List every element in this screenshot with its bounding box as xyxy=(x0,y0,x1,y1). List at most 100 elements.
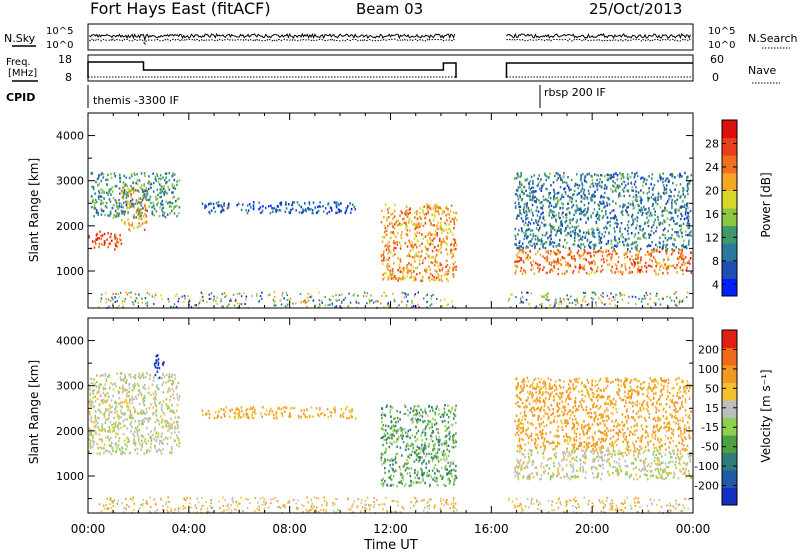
data-pixel-5 xyxy=(537,266,539,269)
ground-scatter-pixel xyxy=(261,291,263,294)
data-pixel-2 xyxy=(150,186,152,189)
ground-scatter-pixel xyxy=(559,297,561,300)
data-pixel-6 xyxy=(606,185,608,189)
data-pixel-4 xyxy=(440,274,443,278)
freq-left-tick-bottom: 8 xyxy=(65,71,72,84)
data-pixel-5 xyxy=(520,266,523,270)
data-pixel-6 xyxy=(618,192,621,195)
data-pixel-4 xyxy=(406,265,408,268)
data-pixel-0 xyxy=(108,443,111,447)
data-pixel-0 xyxy=(103,451,105,455)
data-pixel-0 xyxy=(165,419,168,423)
data-pixel-4 xyxy=(563,450,565,454)
ground-scatter-pixel xyxy=(210,297,212,300)
data-pixel-3 xyxy=(448,438,451,441)
data-pixel-3 xyxy=(217,201,220,204)
data-pixel-6 xyxy=(527,194,529,198)
data-pixel-3 xyxy=(228,202,230,205)
data-pixel-6 xyxy=(523,231,525,235)
data-pixel-2 xyxy=(264,412,266,415)
data-pixel-2 xyxy=(171,185,174,188)
data-pixel-2 xyxy=(235,407,238,410)
data-pixel-5 xyxy=(656,263,659,266)
data-pixel-6 xyxy=(565,227,567,230)
data-pixel-0 xyxy=(156,418,158,421)
data-pixel-6 xyxy=(514,177,516,180)
data-pixel-6 xyxy=(647,233,650,236)
data-pixel-4 xyxy=(421,250,423,253)
ground-scatter-pixel xyxy=(229,298,232,301)
data-pixel-4 xyxy=(566,450,568,453)
ground-scatter-pixel xyxy=(357,302,360,305)
data-pixel-6 xyxy=(634,233,637,236)
data-pixel-6 xyxy=(632,204,635,207)
data-pixel-2 xyxy=(117,214,120,217)
data-pixel-6 xyxy=(625,209,627,212)
data-pixel-2 xyxy=(236,408,239,411)
data-pixel-5 xyxy=(555,260,557,263)
data-pixel-0 xyxy=(96,238,98,241)
ground-scatter-pixel xyxy=(215,300,217,303)
data-pixel-4 xyxy=(686,462,689,465)
data-pixel-0 xyxy=(115,384,117,388)
data-pixel-6 xyxy=(612,216,614,220)
data-pixel-1 xyxy=(143,194,145,198)
data-pixel-2 xyxy=(157,181,160,184)
data-pixel-4 xyxy=(386,266,389,270)
data-pixel-4 xyxy=(418,251,420,254)
data-pixel-0 xyxy=(150,393,152,396)
data-pixel-2 xyxy=(324,413,326,417)
data-pixel-2 xyxy=(105,178,107,182)
data-pixel-6 xyxy=(643,177,646,181)
data-pixel-1 xyxy=(144,213,146,216)
data-pixel-2 xyxy=(306,415,308,419)
data-pixel-6 xyxy=(556,196,558,200)
data-pixel-6 xyxy=(587,218,589,221)
data-pixel-3 xyxy=(381,407,383,410)
data-pixel-4 xyxy=(382,258,385,261)
data-pixel-0 xyxy=(169,379,171,382)
data-pixel-4 xyxy=(615,461,618,464)
data-pixel-3 xyxy=(382,435,385,439)
data-pixel-4 xyxy=(383,224,386,227)
data-pixel-6 xyxy=(631,213,634,217)
data-pixel-4 xyxy=(668,471,671,475)
data-pixel-2 xyxy=(346,417,348,420)
data-pixel-6 xyxy=(537,223,539,226)
data-pixel-4 xyxy=(555,456,557,459)
data-pixel-2 xyxy=(342,413,344,416)
data-pixel-6 xyxy=(587,208,589,211)
data-pixel-6 xyxy=(676,222,678,225)
data-pixel-0 xyxy=(166,404,168,407)
data-pixel-6 xyxy=(618,237,620,240)
data-pixel-0 xyxy=(89,442,92,445)
data-pixel-4 xyxy=(618,472,620,475)
data-pixel-5 xyxy=(646,250,649,253)
ground-scatter-pixel xyxy=(621,298,624,301)
data-pixel-0 xyxy=(148,377,151,380)
data-pixel-4 xyxy=(572,475,574,479)
ground-scatter-pixel xyxy=(258,299,261,302)
data-pixel-0 xyxy=(148,407,151,410)
ground-scatter-pixel xyxy=(675,291,677,294)
data-pixel-6 xyxy=(615,172,617,175)
data-pixel-0 xyxy=(130,398,132,402)
ground-scatter-pixel xyxy=(526,291,528,294)
data-pixel-6 xyxy=(621,233,624,236)
data-pixel-6 xyxy=(549,211,552,214)
data-pixel-0 xyxy=(149,435,152,439)
data-pixel-5 xyxy=(614,249,616,253)
data-pixel-6 xyxy=(560,197,562,201)
data-pixel-6 xyxy=(638,225,641,228)
data-pixel-6 xyxy=(515,176,518,180)
data-pixel-4 xyxy=(401,267,403,271)
ground-scatter-pixel xyxy=(447,303,449,306)
data-pixel-4 xyxy=(403,221,406,225)
data-pixel-6 xyxy=(600,194,603,198)
data-pixel-4 xyxy=(446,237,448,240)
data-pixel-5 xyxy=(662,260,665,263)
data-pixel-2 xyxy=(344,408,347,411)
data-pixel-3 xyxy=(386,483,388,486)
data-pixel-4 xyxy=(399,270,402,273)
data-pixel-6 xyxy=(682,222,685,225)
